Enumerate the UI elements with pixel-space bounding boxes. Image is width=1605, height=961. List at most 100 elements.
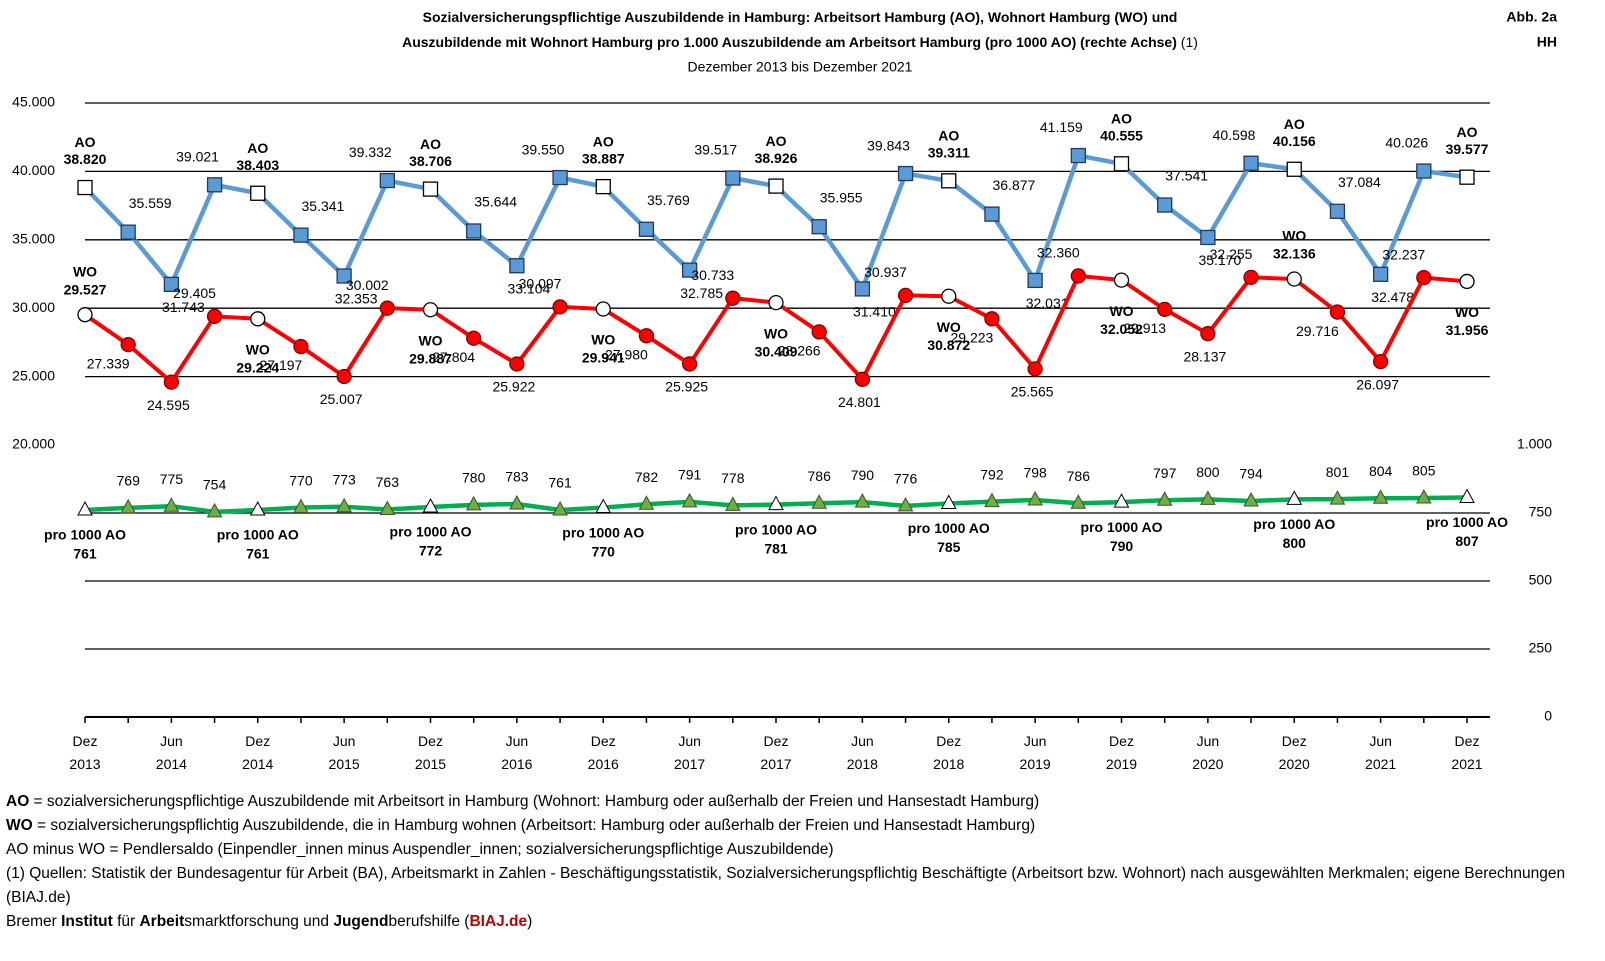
data-label: pro 1000 AO xyxy=(390,524,472,540)
marker xyxy=(1070,268,1086,284)
data-label: 30.409 xyxy=(755,343,798,359)
marker xyxy=(552,169,568,186)
data-label: 38.926 xyxy=(755,150,798,166)
data-label: 797 xyxy=(1153,465,1177,481)
data-label: WO xyxy=(1282,228,1306,244)
marker xyxy=(897,165,914,182)
data-label: 31.410 xyxy=(853,304,896,320)
marker xyxy=(1416,269,1432,286)
data-label: 792 xyxy=(980,466,1004,482)
x-tick-label: Jun 2014 xyxy=(156,733,187,772)
data-label: 786 xyxy=(808,468,832,484)
data-label: 28.137 xyxy=(1183,348,1226,364)
footnote-text: = sozialversicherungspflichtige Auszubil… xyxy=(29,793,1040,810)
data-label: 35.170 xyxy=(1198,252,1241,268)
data-label: 782 xyxy=(635,469,659,485)
marker xyxy=(1372,266,1389,282)
data-label: pro 1000 AO xyxy=(562,524,644,540)
footnote: (1) Quellen: Statistik der Bundesagentur… xyxy=(6,862,1566,910)
marker xyxy=(724,496,741,511)
marker xyxy=(1027,272,1043,289)
data-label: AO xyxy=(75,134,96,150)
marker xyxy=(293,227,309,243)
footnote-text: für xyxy=(112,913,140,930)
footnote-text: Institut xyxy=(61,913,113,930)
footnote-text: AO minus WO = Pendlersaldo (Einpendler_i… xyxy=(6,841,834,858)
marker xyxy=(1372,353,1389,370)
marker xyxy=(552,299,568,315)
data-label: 35.769 xyxy=(647,192,690,208)
marker xyxy=(1459,488,1475,503)
y-tick-label: 35.000 xyxy=(12,231,55,247)
marker xyxy=(466,223,482,239)
marker xyxy=(422,181,439,197)
data-label: pro 1000 AO xyxy=(908,520,990,536)
marker xyxy=(206,502,223,518)
marker xyxy=(77,307,93,323)
marker xyxy=(1157,197,1173,213)
marker xyxy=(1243,491,1259,507)
data-label: WO xyxy=(246,342,270,358)
marker xyxy=(768,178,784,194)
data-label: 30.733 xyxy=(691,267,734,283)
marker xyxy=(1286,490,1303,505)
y-tick-label: 30.000 xyxy=(12,299,55,315)
x-tick-label: Jun 2015 xyxy=(329,733,360,772)
data-label: 761 xyxy=(246,546,270,562)
x-tick-label: Dez 2017 xyxy=(760,733,791,772)
data-label: 790 xyxy=(851,467,875,483)
data-label: 763 xyxy=(376,474,400,490)
marker xyxy=(811,219,827,235)
marker xyxy=(595,498,612,514)
title-segment: (1) xyxy=(1177,34,1198,50)
data-label: 25.925 xyxy=(665,379,708,395)
marker xyxy=(897,496,914,512)
marker xyxy=(509,356,525,372)
marker xyxy=(422,302,439,318)
data-label: 805 xyxy=(1412,463,1436,479)
data-label: 790 xyxy=(1110,538,1134,554)
x-tick-label: Dez 2018 xyxy=(933,733,964,772)
data-label: 786 xyxy=(1067,468,1091,484)
footnotes: AO = sozialversicherungspflichtige Auszu… xyxy=(6,790,1566,934)
data-label: 807 xyxy=(1455,533,1479,549)
data-label: pro 1000 AO xyxy=(217,527,299,543)
marker xyxy=(293,498,309,514)
data-label: AO xyxy=(1284,116,1305,132)
footnote-text: (1) Quellen: Statistik der Bundesagentur… xyxy=(6,865,1570,906)
marker xyxy=(206,308,223,324)
marker xyxy=(120,498,137,514)
x-tick-label: Dez 2014 xyxy=(242,733,273,772)
data-label: 27.339 xyxy=(87,355,130,371)
data-label: 29.224 xyxy=(236,360,279,376)
marker xyxy=(465,495,482,511)
marker xyxy=(768,495,784,511)
data-label: 28.266 xyxy=(778,343,821,359)
footnote: WO = sozialversicherungspflichtig Auszub… xyxy=(6,814,1566,838)
data-label: 32.031 xyxy=(1026,295,1069,311)
footnote-text: = sozialversicherungspflichtig Auszubild… xyxy=(32,817,1036,834)
data-label: WO xyxy=(73,263,97,279)
y-tick-label: 25.000 xyxy=(12,367,55,383)
marker xyxy=(941,173,957,189)
data-label: AO xyxy=(593,133,614,149)
data-label: 29.223 xyxy=(951,330,994,346)
data-label: 800 xyxy=(1283,535,1307,551)
marker xyxy=(811,494,828,509)
marker xyxy=(250,185,266,201)
footnote: Bremer Institut für Arbeitsmarktforschun… xyxy=(6,910,1566,934)
data-label: 29.405 xyxy=(173,285,216,301)
marker xyxy=(1415,488,1432,504)
marker xyxy=(984,311,1000,327)
data-label: 32.136 xyxy=(1273,246,1316,262)
marker xyxy=(1113,493,1130,508)
marker xyxy=(638,221,655,237)
data-label: 32.237 xyxy=(1382,246,1425,262)
data-label: 32.255 xyxy=(1210,246,1253,262)
marker xyxy=(940,494,957,509)
marker xyxy=(466,330,482,346)
data-label: 24.595 xyxy=(147,397,190,413)
marker xyxy=(120,336,136,353)
data-label: pro 1000 AO xyxy=(44,527,126,543)
